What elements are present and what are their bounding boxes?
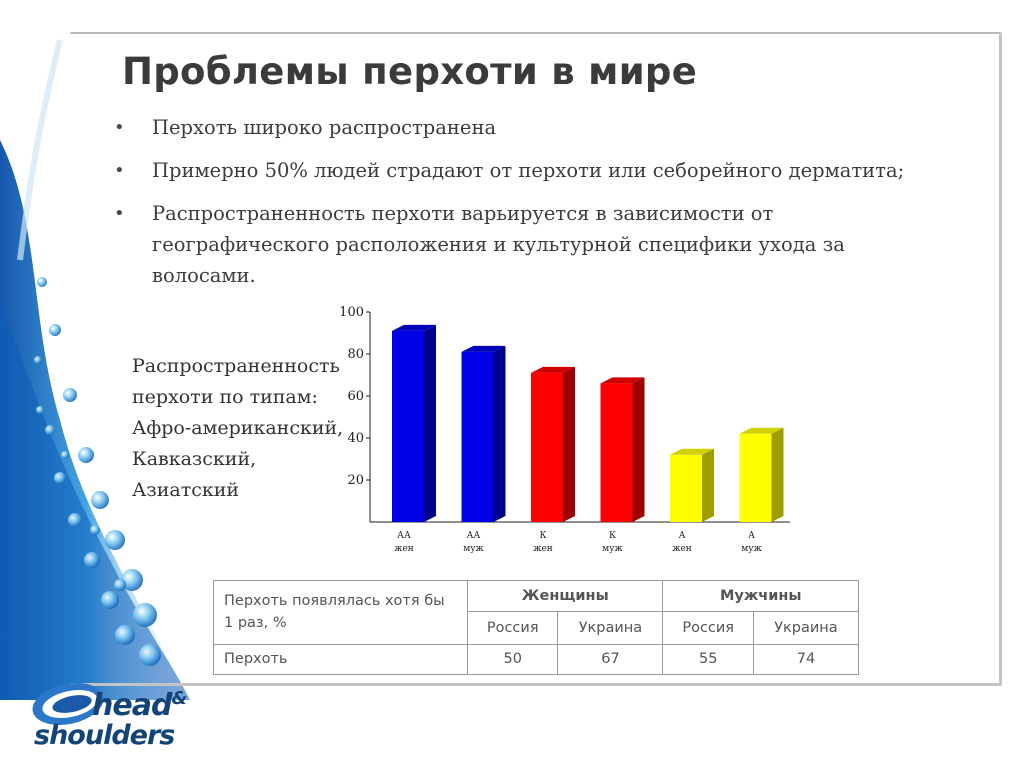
bar-top	[739, 427, 784, 434]
slide-frame	[70, 32, 1002, 686]
page-title: Проблемы перхоти в мире	[122, 50, 698, 93]
bar	[531, 372, 563, 522]
x-tick-label: муж	[463, 544, 484, 554]
x-tick-label: АА	[397, 531, 411, 541]
y-tick-label: 40	[347, 431, 364, 446]
bar-side	[424, 324, 436, 522]
bubble-decoration	[54, 472, 66, 484]
table-row: Перхоть 50 67 55 74	[213, 643, 860, 676]
logo-text-head: head&	[92, 688, 187, 723]
bar-top	[531, 366, 575, 373]
logo-swoosh-icon	[32, 683, 104, 725]
types-caption-line: Афро-американский,	[132, 417, 344, 439]
types-caption: Распространенность перхоти по типам: Афр…	[132, 351, 372, 506]
bullet-item: Распространенность перхоти варьируется в…	[112, 198, 912, 291]
bar-top	[461, 345, 506, 352]
bubble-decoration	[34, 356, 42, 364]
types-caption-line: Кавказский,	[132, 448, 257, 470]
x-tick-label: жен	[533, 544, 553, 554]
bar-side	[493, 345, 506, 522]
bar	[739, 433, 772, 522]
group-header-women: Женщины	[466, 579, 664, 613]
x-tick-label: муж	[602, 544, 623, 554]
table-header-label: Перхоть появлялась хотя бы 1 раз, %	[213, 580, 468, 645]
y-tick-label: 100	[339, 305, 364, 320]
x-tick-label: К	[609, 531, 616, 541]
bar-top	[392, 324, 436, 331]
bar-side	[563, 366, 575, 522]
x-tick-label: А	[748, 531, 755, 541]
logo-text-shoulders: shoulders	[34, 720, 175, 751]
bar	[392, 330, 424, 522]
types-caption-line: Распространенность	[132, 355, 340, 377]
bubble-decoration	[61, 451, 69, 459]
value-cell: 55	[662, 643, 754, 676]
bubble-decoration	[45, 425, 55, 435]
bar-side	[632, 377, 645, 522]
types-caption-line: перхоти по типам:	[132, 386, 318, 408]
y-tick-label: 20	[347, 473, 364, 488]
bubble-decoration	[49, 324, 61, 336]
x-tick-label: А	[679, 531, 686, 541]
bullet-item: Примерно 50% людей страдают от перхоти и…	[112, 155, 912, 186]
brand-logo: head& shoulders	[28, 676, 208, 756]
y-tick-label: 60	[347, 389, 364, 404]
x-tick-label: муж	[741, 544, 762, 554]
subheader-cell: Россия	[466, 611, 559, 645]
dandruff-stats-table: Перхоть появлялась хотя бы 1 раз, % Женщ…	[213, 579, 860, 676]
bar-top	[670, 448, 714, 455]
bar-side	[702, 448, 714, 522]
x-tick-label: АА	[467, 531, 481, 541]
subheader-cell: Россия	[662, 611, 754, 645]
value-cell: 67	[557, 643, 664, 676]
row-label: Перхоть	[213, 643, 468, 676]
value-cell: 50	[466, 643, 559, 676]
types-caption-line: Азиатский	[132, 479, 240, 501]
subheader-cell: Украина	[557, 611, 664, 645]
subheader-cell: Украина	[752, 611, 860, 645]
bullet-list: Перхоть широко распространена Примерно 5…	[112, 112, 912, 303]
value-cell: 74	[752, 643, 860, 676]
bar-side	[771, 427, 784, 522]
bubble-decoration	[36, 406, 44, 414]
y-tick-label: 80	[347, 347, 364, 362]
bar	[600, 383, 633, 522]
group-header-men: Мужчины	[662, 579, 859, 613]
bar	[461, 351, 494, 522]
bullet-item: Перхоть широко распространена	[112, 112, 912, 143]
x-tick-label: жен	[394, 544, 414, 554]
bubble-decoration	[37, 277, 47, 287]
bar-top	[600, 377, 645, 384]
bar	[670, 454, 702, 522]
x-tick-label: жен	[672, 544, 692, 554]
x-tick-label: К	[540, 531, 547, 541]
